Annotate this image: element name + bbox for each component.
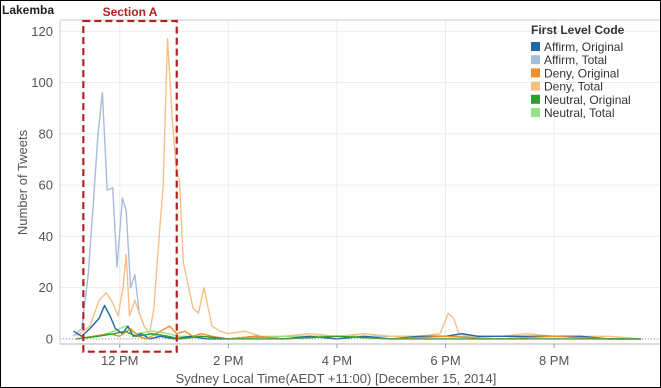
legend-entry: Affirm, Total: [544, 53, 607, 67]
legend-swatch: [531, 68, 540, 78]
y-tick-label: 100: [31, 75, 53, 90]
legend-swatch: [531, 108, 540, 117]
legend-swatch: [531, 55, 540, 65]
y-axis-title: Number of Tweets: [15, 129, 30, 235]
x-tick-label: 2 PM: [213, 353, 243, 368]
x-axis-title: Sydney Local Time(AEDT +11:00) [December…: [176, 371, 497, 386]
legend-entry: Deny, Original: [544, 66, 619, 80]
x-tick-label: 4 PM: [322, 353, 352, 368]
y-tick-label: 40: [39, 229, 53, 244]
series-line-deny-original: [76, 325, 641, 340]
axes: 0 20 40 60 80 100 120 12 PM 2 PM 4 PM 6 PM 8 PM: [31, 21, 660, 368]
legend: First Level Code Affirm, OriginalAffirm, …: [531, 23, 631, 120]
y-tick-label: 60: [39, 178, 53, 193]
y-tick-label: 0: [46, 331, 53, 346]
x-tick-label: 6 PM: [430, 353, 460, 368]
x-tick-label: 12 PM: [101, 353, 139, 368]
section-a-annotation: Section A: [82, 5, 178, 353]
legend-swatch: [531, 42, 540, 51]
legend-title: First Level Code: [531, 23, 625, 37]
legend-entry: Neutral, Original: [544, 93, 631, 107]
y-tick-label: 120: [31, 24, 53, 39]
series-line-neutral-original: [76, 330, 641, 340]
y-tick-label: 20: [39, 280, 53, 295]
section-a-label: Section A: [103, 5, 158, 19]
panel-title: Lakemba: [2, 3, 54, 17]
section-a-box: [82, 19, 178, 353]
legend-entry: Neutral, Total: [544, 106, 614, 120]
series-line-affirm-total: [73, 92, 641, 340]
y-tick-label: 80: [39, 126, 53, 141]
legend-swatch: [531, 81, 540, 91]
series-line-deny-total: [75, 38, 642, 340]
legend-entry: Deny, Total: [544, 80, 603, 94]
legend-entry: Affirm, Original: [544, 40, 623, 54]
legend-swatch: [531, 94, 540, 104]
x-tick-label: 8 PM: [539, 353, 569, 368]
